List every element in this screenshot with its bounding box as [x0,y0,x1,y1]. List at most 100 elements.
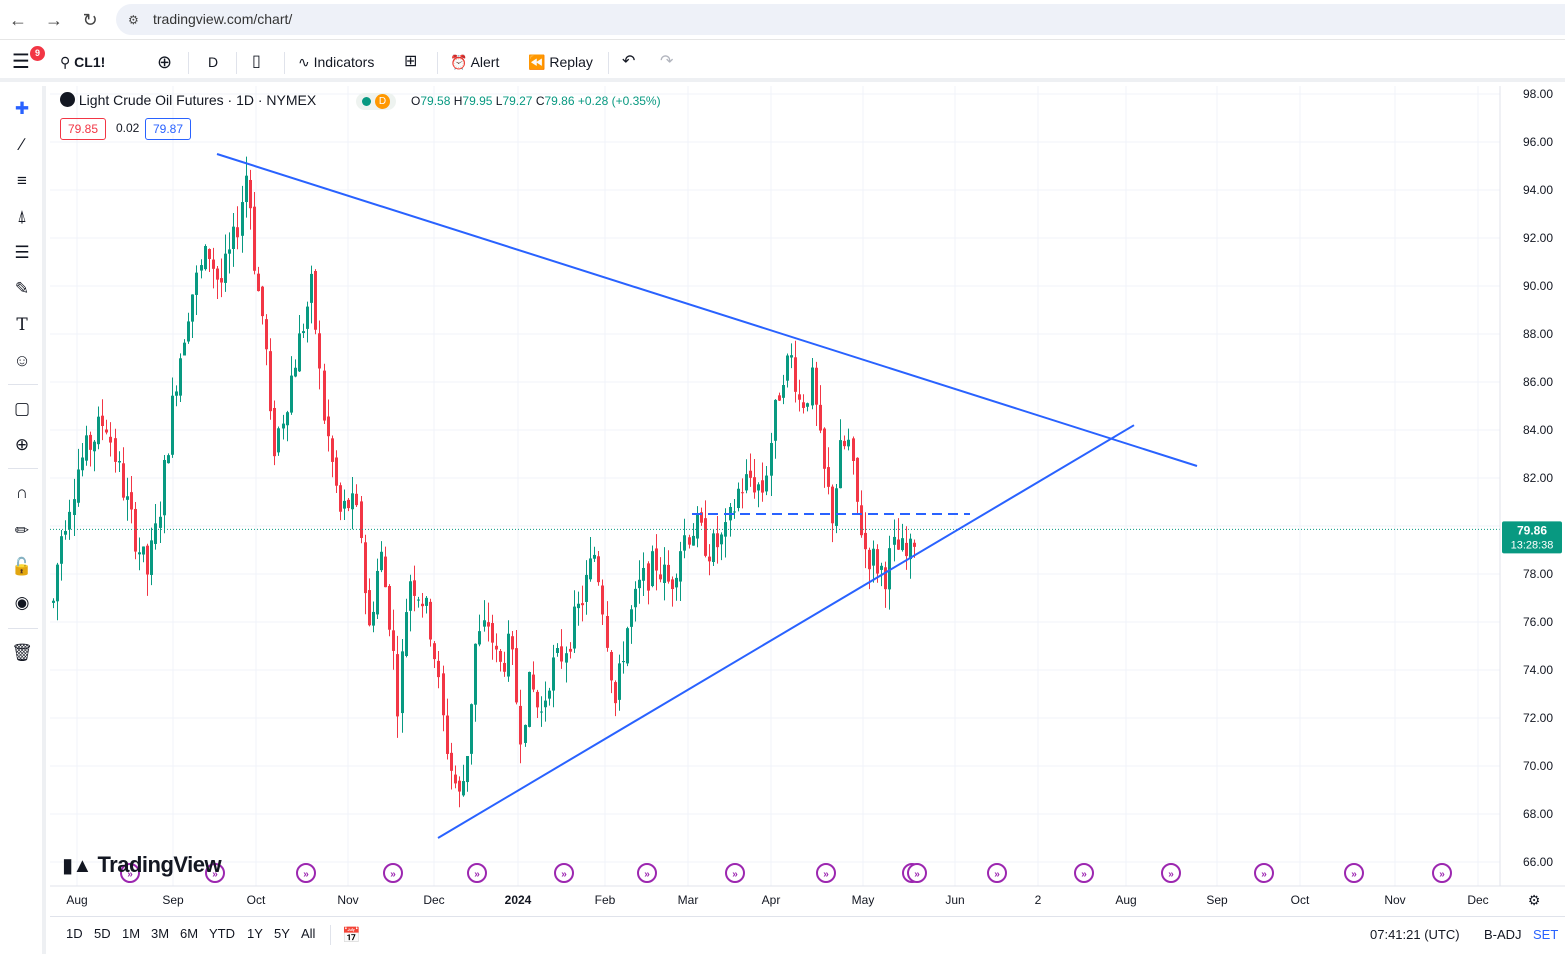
resistance-trendline [216,153,1198,467]
candle-body [860,505,863,536]
session-toggle[interactable]: SET [1533,927,1559,942]
menu-icon[interactable]: ☰ [12,51,30,73]
candle-body [277,428,280,453]
candles-icon[interactable]: ▯ [252,53,261,70]
bid-button[interactable]: 79.85 [60,118,107,140]
brush-icon[interactable]: ✎ [14,279,30,298]
arrow-left-icon[interactable]: ← [9,10,27,30]
candle-body [901,538,904,551]
candle-body [73,499,76,516]
range-ytd[interactable]: YTD [209,926,235,941]
url-text[interactable]: tradingview.com/chart/ [153,11,293,27]
symbol-title[interactable]: Light Crude Oil Futures · 1D · NYMEX [60,92,316,108]
candle-body [249,179,252,209]
redo-icon[interactable]: ↷ [660,53,674,70]
event-arrow-icon: » [644,869,650,880]
candle-body [782,385,785,398]
candle-body [335,457,338,486]
range-1m[interactable]: 1M [122,926,141,941]
candle-body [60,536,63,564]
alert-button[interactable]: ⏰ Alert [450,50,499,74]
trend-line-icon[interactable]: ∕ [20,135,24,154]
candle-body [77,469,80,503]
pattern-icon[interactable]: ⍋ [16,207,28,226]
candle-body [716,533,719,548]
candle-body [778,395,781,401]
candle-body [93,441,96,452]
browser-bar: ← → ↻ ⚙ tradingview.com/chart/ [0,0,1565,40]
candle-body [302,331,305,334]
undo-icon[interactable]: ↶ [622,53,636,70]
candle-body [458,780,461,792]
candle-body [888,548,891,590]
interval-button[interactable]: D [208,54,219,70]
trash-icon[interactable]: 🗑 [11,643,33,662]
arrow-right-icon[interactable]: → [45,10,63,30]
text-tool-icon[interactable]: T [16,315,28,335]
lock-drawing-icon[interactable]: ✏ [14,521,30,540]
event-marker-icon [1161,863,1181,883]
price-chart[interactable]: 98.00 96.00 94.00 92.00 90.00 88.00 86.00 84.00… [50,86,1565,916]
candle-body [183,342,186,356]
compare-add-icon[interactable]: ⊕ [157,52,173,72]
symbol-search-button[interactable]: ⚲ CL1! [60,50,105,74]
address-bar[interactable]: ⚙ tradingview.com/chart/ [116,4,1565,35]
candle-body [524,724,527,743]
candle-body [815,367,818,405]
layouts-grid-icon[interactable]: ⊞ [404,53,418,70]
utc-clock[interactable]: 07:41:21 (UTC) [1370,927,1460,942]
candle-body [212,259,215,269]
candle-body [150,540,153,575]
candle-body [81,457,84,471]
magnet-icon[interactable]: ∩ [15,483,29,502]
candle-body [647,563,650,591]
candle-body [126,496,129,500]
range-5d[interactable]: 5D [94,926,111,941]
range-3m[interactable]: 3M [151,926,170,941]
eye-icon[interactable]: ◉ [14,593,30,612]
lock-icon[interactable]: 🔓 [11,557,33,576]
price-tick-label: 98.00 [1523,87,1553,101]
candle-body [897,539,900,550]
search-icon: ⚲ [60,54,71,70]
candle-body [405,612,408,656]
fib-lines-icon[interactable]: ≡ [17,171,27,190]
zoom-in-icon[interactable]: ⊕ [14,435,30,454]
date-range-icon[interactable]: 📅 [342,927,361,944]
range-1y[interactable]: 1Y [247,926,263,941]
candle-body [765,475,768,492]
time-axis: Aug Sep Oct Nov Dec 2024 Feb Mar Apr May Jun 2 Aug Se… [50,885,1565,908]
candle-body [667,564,670,582]
reload-icon[interactable]: ↻ [82,10,98,30]
site-settings-icon[interactable]: ⚙ [128,13,139,27]
chart-pane[interactable]: 98.00 96.00 94.00 92.00 90.00 88.00 86.00 84.00… [50,86,1565,916]
candle-body [856,457,859,502]
adjustment-toggle[interactable]: B-ADJ [1484,927,1522,942]
candle-body [843,440,846,447]
candle-body [491,623,494,643]
market-status[interactable]: D [356,93,396,110]
candle-body [708,556,711,562]
candle-body [56,564,59,602]
event-arrow-icon: » [1081,869,1087,880]
range-5y[interactable]: 5Y [274,926,290,941]
replay-button[interactable]: ⏪ Replay [528,50,593,74]
crosshair-icon[interactable]: ✚ [14,99,30,118]
candle-body [487,622,490,627]
candle-body [429,601,432,640]
tradingview-logo[interactable]: ▮▲ TradingView [62,852,222,878]
candle-body [236,227,239,238]
ask-button[interactable]: 79.87 [145,118,192,140]
ruler-icon[interactable]: ▢ [13,399,31,418]
indicators-button[interactable]: ∿ Indicators [298,50,374,74]
candle-body [195,272,198,295]
candle-body [761,480,764,493]
forecast-icon[interactable]: ☰ [14,243,30,262]
range-1d[interactable]: 1D [66,926,83,941]
time-tick-label: Oct [247,893,266,907]
candle-body [109,436,112,443]
range-all[interactable]: All [301,926,316,941]
emoji-icon[interactable]: ☺ [13,351,31,370]
candle-body [265,319,268,350]
range-6m[interactable]: 6M [180,926,199,941]
